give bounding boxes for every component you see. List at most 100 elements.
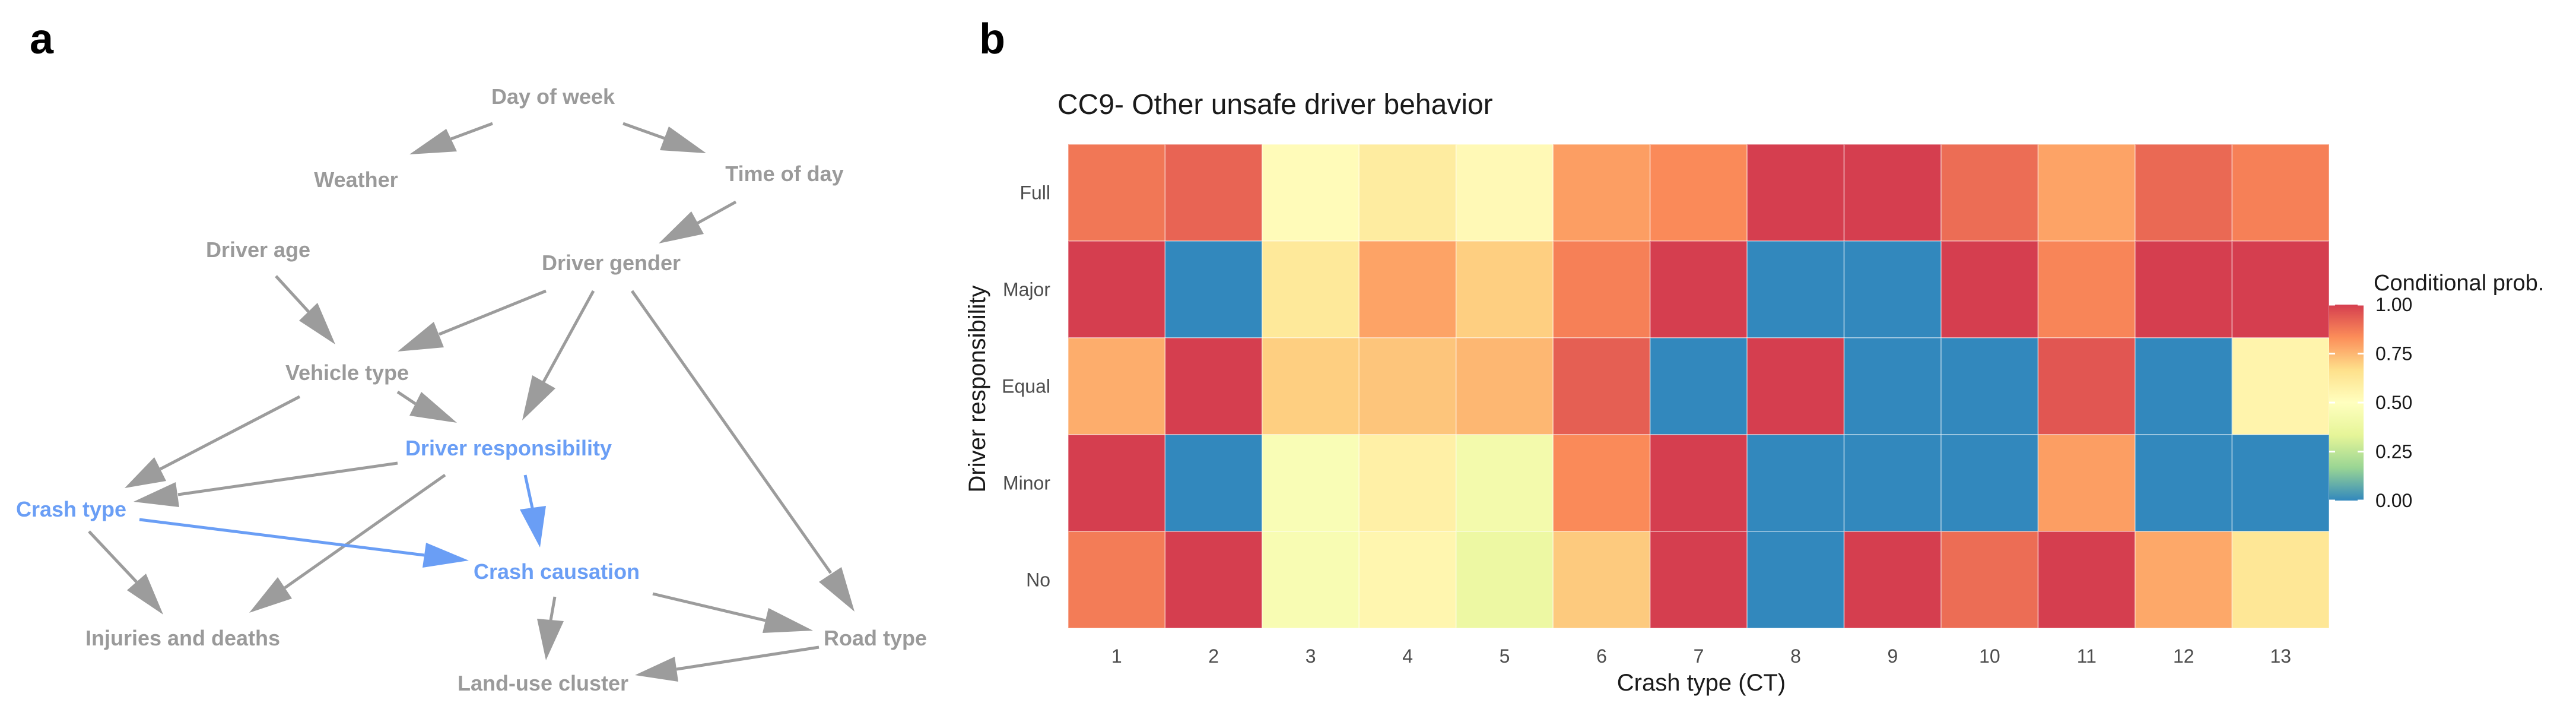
legend-tick-label: 0.50: [2375, 392, 2412, 413]
x-tick-label: 2: [1208, 645, 1219, 667]
legend: Conditional prob. 1.00 0.75 0.50 0.25 0.00: [2329, 271, 2544, 511]
edge-crashtype-crashcausation: [139, 518, 469, 568]
heatmap-cell: [2037, 434, 2136, 532]
heatmap-cell: [1358, 144, 1457, 242]
heatmap-cell: [2231, 337, 2330, 435]
heatmap-cell: [1552, 434, 1651, 532]
heatmap-cells: [1068, 144, 2330, 629]
x-tick-label: 12: [2173, 645, 2194, 667]
heatmap-cell: [1068, 144, 1166, 242]
node-land-use-cluster: Land-use cluster: [458, 671, 628, 695]
heatmap-cell: [2135, 434, 2233, 532]
heatmap-cell: [1164, 337, 1263, 435]
heatmap-cell: [1746, 434, 1845, 532]
heatmap-cell: [1649, 144, 1748, 242]
dag-edges: [88, 122, 855, 682]
heatmap-cell: [2231, 531, 2330, 629]
legend-tick-label: 1.00: [2375, 294, 2412, 315]
edge-crashcausation-roadtype: [652, 592, 813, 633]
node-driver-responsibility: Driver responsibility: [405, 436, 612, 460]
heatmap-cell: [1843, 144, 1942, 242]
edge-crashtype-injuries: [88, 530, 163, 615]
heatmap-cell: [1455, 144, 1554, 242]
heatmap-cell: [2135, 240, 2233, 338]
heatmap-cell: [1552, 337, 1651, 435]
edge-driverresp-crashtype: [134, 461, 398, 507]
heatmap-cell: [1843, 337, 1942, 435]
node-crash-type: Crash type: [16, 497, 126, 521]
heatmap-cell: [1649, 531, 1748, 629]
heatmap-cell: [1068, 240, 1166, 338]
chart-title: CC9- Other unsafe driver behavior: [1057, 89, 1493, 121]
edge-drivergender-driverresp: [522, 290, 595, 420]
heatmap-cell: [1455, 531, 1554, 629]
heatmap-cell: [2231, 144, 2330, 242]
heatmap-cell: [2231, 240, 2330, 338]
heatmap-cell: [1455, 240, 1554, 338]
x-tick-label: 9: [1888, 645, 1898, 667]
heatmap-cell: [1746, 531, 1845, 629]
x-axis-title: Crash type (CT): [1617, 670, 1786, 696]
x-tick-label: 10: [1979, 645, 2000, 667]
heatmap-cell: [1358, 434, 1457, 532]
heatmap-cell: [2037, 144, 2136, 242]
edge-crashcausation-landuse: [537, 596, 564, 660]
y-tick-label: Major: [1003, 279, 1050, 300]
heatmap-cell: [1261, 144, 1360, 242]
heatmap-cell: [1261, 531, 1360, 629]
panel-b-label: b: [979, 15, 1005, 63]
heatmap-cell: [1164, 531, 1263, 629]
heatmap-cell: [1746, 240, 1845, 338]
heatmap-cell: [1843, 434, 1942, 532]
legend-ticks: 1.00 0.75 0.50 0.25 0.00: [2329, 294, 2412, 511]
x-tick-label: 13: [2270, 645, 2291, 667]
heatmap-cell: [2037, 240, 2136, 338]
heatmap-cell: [1261, 240, 1360, 338]
x-tick-label: 6: [1596, 645, 1607, 667]
edge-vehicletype-driverresp: [396, 390, 457, 423]
heatmap-cell: [1068, 531, 1166, 629]
y-tick-label: Full: [1019, 182, 1050, 204]
heatmap-cell: [1940, 337, 2039, 435]
heatmap-cell: [1164, 434, 1263, 532]
heatmap-cell: [2037, 531, 2136, 629]
heatmap-cell: [1358, 531, 1457, 629]
heatmap-cell: [1746, 144, 1845, 242]
x-tick-label: 1: [1111, 645, 1122, 667]
node-driver-gender: Driver gender: [542, 251, 681, 275]
edge-roadtype-landuse: [635, 645, 820, 682]
heatmap-cell: [2135, 531, 2233, 629]
node-time-of-day: Time of day: [725, 162, 843, 186]
y-tick-label: Equal: [1002, 376, 1050, 397]
heatmap-cell: [1164, 144, 1263, 242]
x-tick-label: 3: [1306, 645, 1316, 667]
heatmap-cell: [1455, 434, 1554, 532]
heatmap-cell: [1649, 337, 1748, 435]
edge-timeofday-drivergender: [659, 200, 737, 243]
edge-driverresp-injuries: [249, 473, 446, 613]
heatmap-cell: [1552, 240, 1651, 338]
legend-title: Conditional prob.: [2374, 271, 2544, 296]
edge-vehicletype-crashtype: [125, 395, 301, 488]
heatmap-cell: [1746, 337, 1845, 435]
heatmap-cell: [1358, 337, 1457, 435]
heatmap-cell: [1649, 434, 1748, 532]
heatmap-cell: [1649, 240, 1748, 338]
y-tick-labels: Full Major Equal Minor No: [1002, 182, 1050, 591]
heatmap-cell: [1552, 531, 1651, 629]
heatmap-cell: [1068, 434, 1166, 532]
node-weather: Weather: [314, 167, 398, 192]
edge-dayofweek-weather: [409, 122, 493, 154]
x-tick-label: 4: [1402, 645, 1413, 667]
heatmap-cell: [2037, 337, 2136, 435]
x-tick-label: 11: [2077, 645, 2097, 667]
heatmap-cell: [1068, 337, 1166, 435]
x-tick-labels: 1 2 3 4 5 6 7 8 9 10 11 12 13: [1111, 645, 2291, 667]
edge-driverage-vehicletype: [275, 275, 335, 344]
heatmap-cell: [1940, 240, 2039, 338]
heatmap-cell: [1940, 531, 2039, 629]
node-injuries-and-deaths: Injuries and deaths: [85, 626, 280, 650]
heatmap-cell: [1552, 144, 1651, 242]
heatmap-cell: [1455, 337, 1554, 435]
heatmap-cell: [1940, 434, 2039, 532]
